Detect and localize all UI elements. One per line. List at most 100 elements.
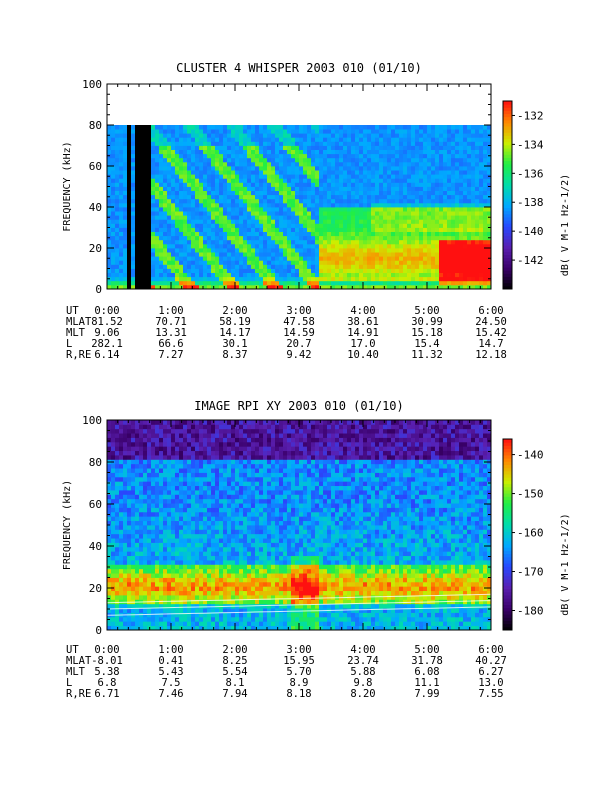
colorbar-swatch: [503, 185, 512, 190]
spectrogram-cell: [339, 207, 344, 212]
spectrogram-cell: [347, 207, 352, 212]
spectrogram-cell: [167, 219, 172, 224]
spectrogram-cell: [255, 243, 260, 249]
spectrogram-cell: [407, 256, 412, 261]
spectrogram-cell: [435, 133, 440, 138]
spectrogram-cell: [351, 157, 356, 163]
spectrogram-cell: [375, 174, 380, 179]
spectrogram-cell: [151, 503, 156, 508]
spectrogram-cell: [303, 145, 308, 150]
spectrogram-cell: [231, 129, 236, 134]
spectrogram-cell: [299, 153, 304, 159]
spectrogram-cell: [247, 133, 252, 138]
spectrogram-cell: [323, 252, 328, 257]
spectrogram-cell: [159, 538, 164, 543]
spectrogram-cell: [371, 149, 376, 155]
spectrogram-cell: [475, 145, 480, 150]
spectrogram-cell: [191, 182, 196, 187]
spectrogram-cell: [459, 280, 464, 286]
spectrogram-cell: [171, 153, 176, 159]
spectrogram-cell: [427, 239, 432, 245]
spectrogram-cell: [115, 153, 120, 159]
spectrogram-cell: [143, 551, 148, 557]
spectrogram-cell: [111, 174, 116, 179]
spectrogram-cell: [311, 174, 316, 179]
spectrogram-cell: [207, 161, 212, 167]
spectrogram-cell: [447, 194, 452, 200]
spectrogram-cell: [119, 507, 124, 513]
spectrogram-cell: [351, 227, 356, 232]
spectrogram-cell: [487, 145, 492, 150]
spectrogram-cell: [327, 202, 332, 208]
spectrogram-cell: [223, 166, 228, 171]
spectrogram-cell: [251, 219, 256, 224]
spectrogram-cell: [311, 149, 316, 155]
spectrogram: [107, 125, 492, 290]
spectrogram-cell: [115, 441, 120, 447]
spectrogram-cell: [151, 129, 156, 134]
spectrogram-cell: [355, 223, 360, 228]
spectrogram-cell: [115, 182, 120, 187]
spectrogram-cell: [315, 227, 320, 232]
spectrogram-cell: [131, 503, 136, 508]
spectrogram-cell: [339, 280, 344, 286]
spectrogram-cell: [363, 207, 368, 212]
spectrogram-cell: [339, 276, 344, 282]
spectrogram-cell: [311, 170, 316, 175]
spectrogram-cell: [139, 264, 144, 269]
spectrogram-cell: [423, 178, 428, 183]
spectrogram-cell: [223, 280, 228, 286]
spectrogram-cell: [215, 186, 220, 191]
spectrogram-cell: [243, 256, 248, 261]
spectrogram-cell: [215, 149, 220, 155]
spectrogram-cell: [163, 568, 168, 574]
spectrogram-cell: [247, 137, 252, 142]
spectrogram-cell: [475, 186, 480, 191]
spectrogram-cell: [163, 145, 168, 150]
spectrogram-cell: [139, 538, 144, 543]
spectrogram-cell: [107, 581, 112, 587]
spectrogram-cell: [179, 463, 184, 469]
spectrogram-cell: [243, 133, 248, 138]
spectrogram-cell: [135, 420, 140, 425]
spectrogram-cell: [191, 149, 196, 155]
spectrogram-cell: [211, 231, 216, 237]
spectrogram-cell: [123, 170, 128, 175]
spectrogram-cell: [195, 182, 200, 187]
spectrogram-cell: [171, 256, 176, 261]
spectrogram-cell: [163, 424, 168, 430]
spectrogram-cell: [295, 284, 300, 290]
spectrogram-cell: [187, 272, 192, 278]
spectrogram-cell: [211, 239, 216, 245]
spectrogram-cell: [159, 555, 164, 561]
spectrogram-cell: [127, 441, 132, 447]
spectrogram-cell: [143, 590, 148, 596]
spectrogram-cell: [479, 215, 484, 220]
spectrogram-cell: [395, 276, 400, 282]
spectrogram-cell: [235, 231, 240, 237]
spectrogram-cell: [479, 161, 484, 167]
spectrogram-cell: [403, 235, 408, 241]
spectrogram-cell: [263, 256, 268, 261]
spectrogram-cell: [343, 145, 348, 150]
spectrogram-cell: [387, 260, 392, 265]
spectrogram-cell: [147, 161, 152, 167]
spectrogram-cell: [171, 529, 176, 535]
spectrogram-cell: [163, 450, 168, 456]
spectrogram-cell: [155, 603, 160, 609]
spectrogram-cell: [427, 280, 432, 286]
spectrogram-cell: [115, 235, 120, 241]
spectrogram-cell: [223, 202, 228, 208]
spectrogram-cell: [163, 248, 168, 253]
spectrogram-cell: [251, 182, 256, 187]
spectrogram-cell: [223, 207, 228, 212]
spectrogram-cell: [255, 145, 260, 150]
spectrogram-cell: [475, 252, 480, 257]
spectrogram-cell: [151, 252, 156, 257]
spectrogram-cell: [179, 215, 184, 220]
spectrogram-cell: [159, 520, 164, 526]
spectrogram-cell: [179, 211, 184, 216]
spectrogram-cell: [139, 577, 144, 583]
spectrogram-cell: [459, 231, 464, 237]
spectrogram-cell: [171, 157, 176, 163]
